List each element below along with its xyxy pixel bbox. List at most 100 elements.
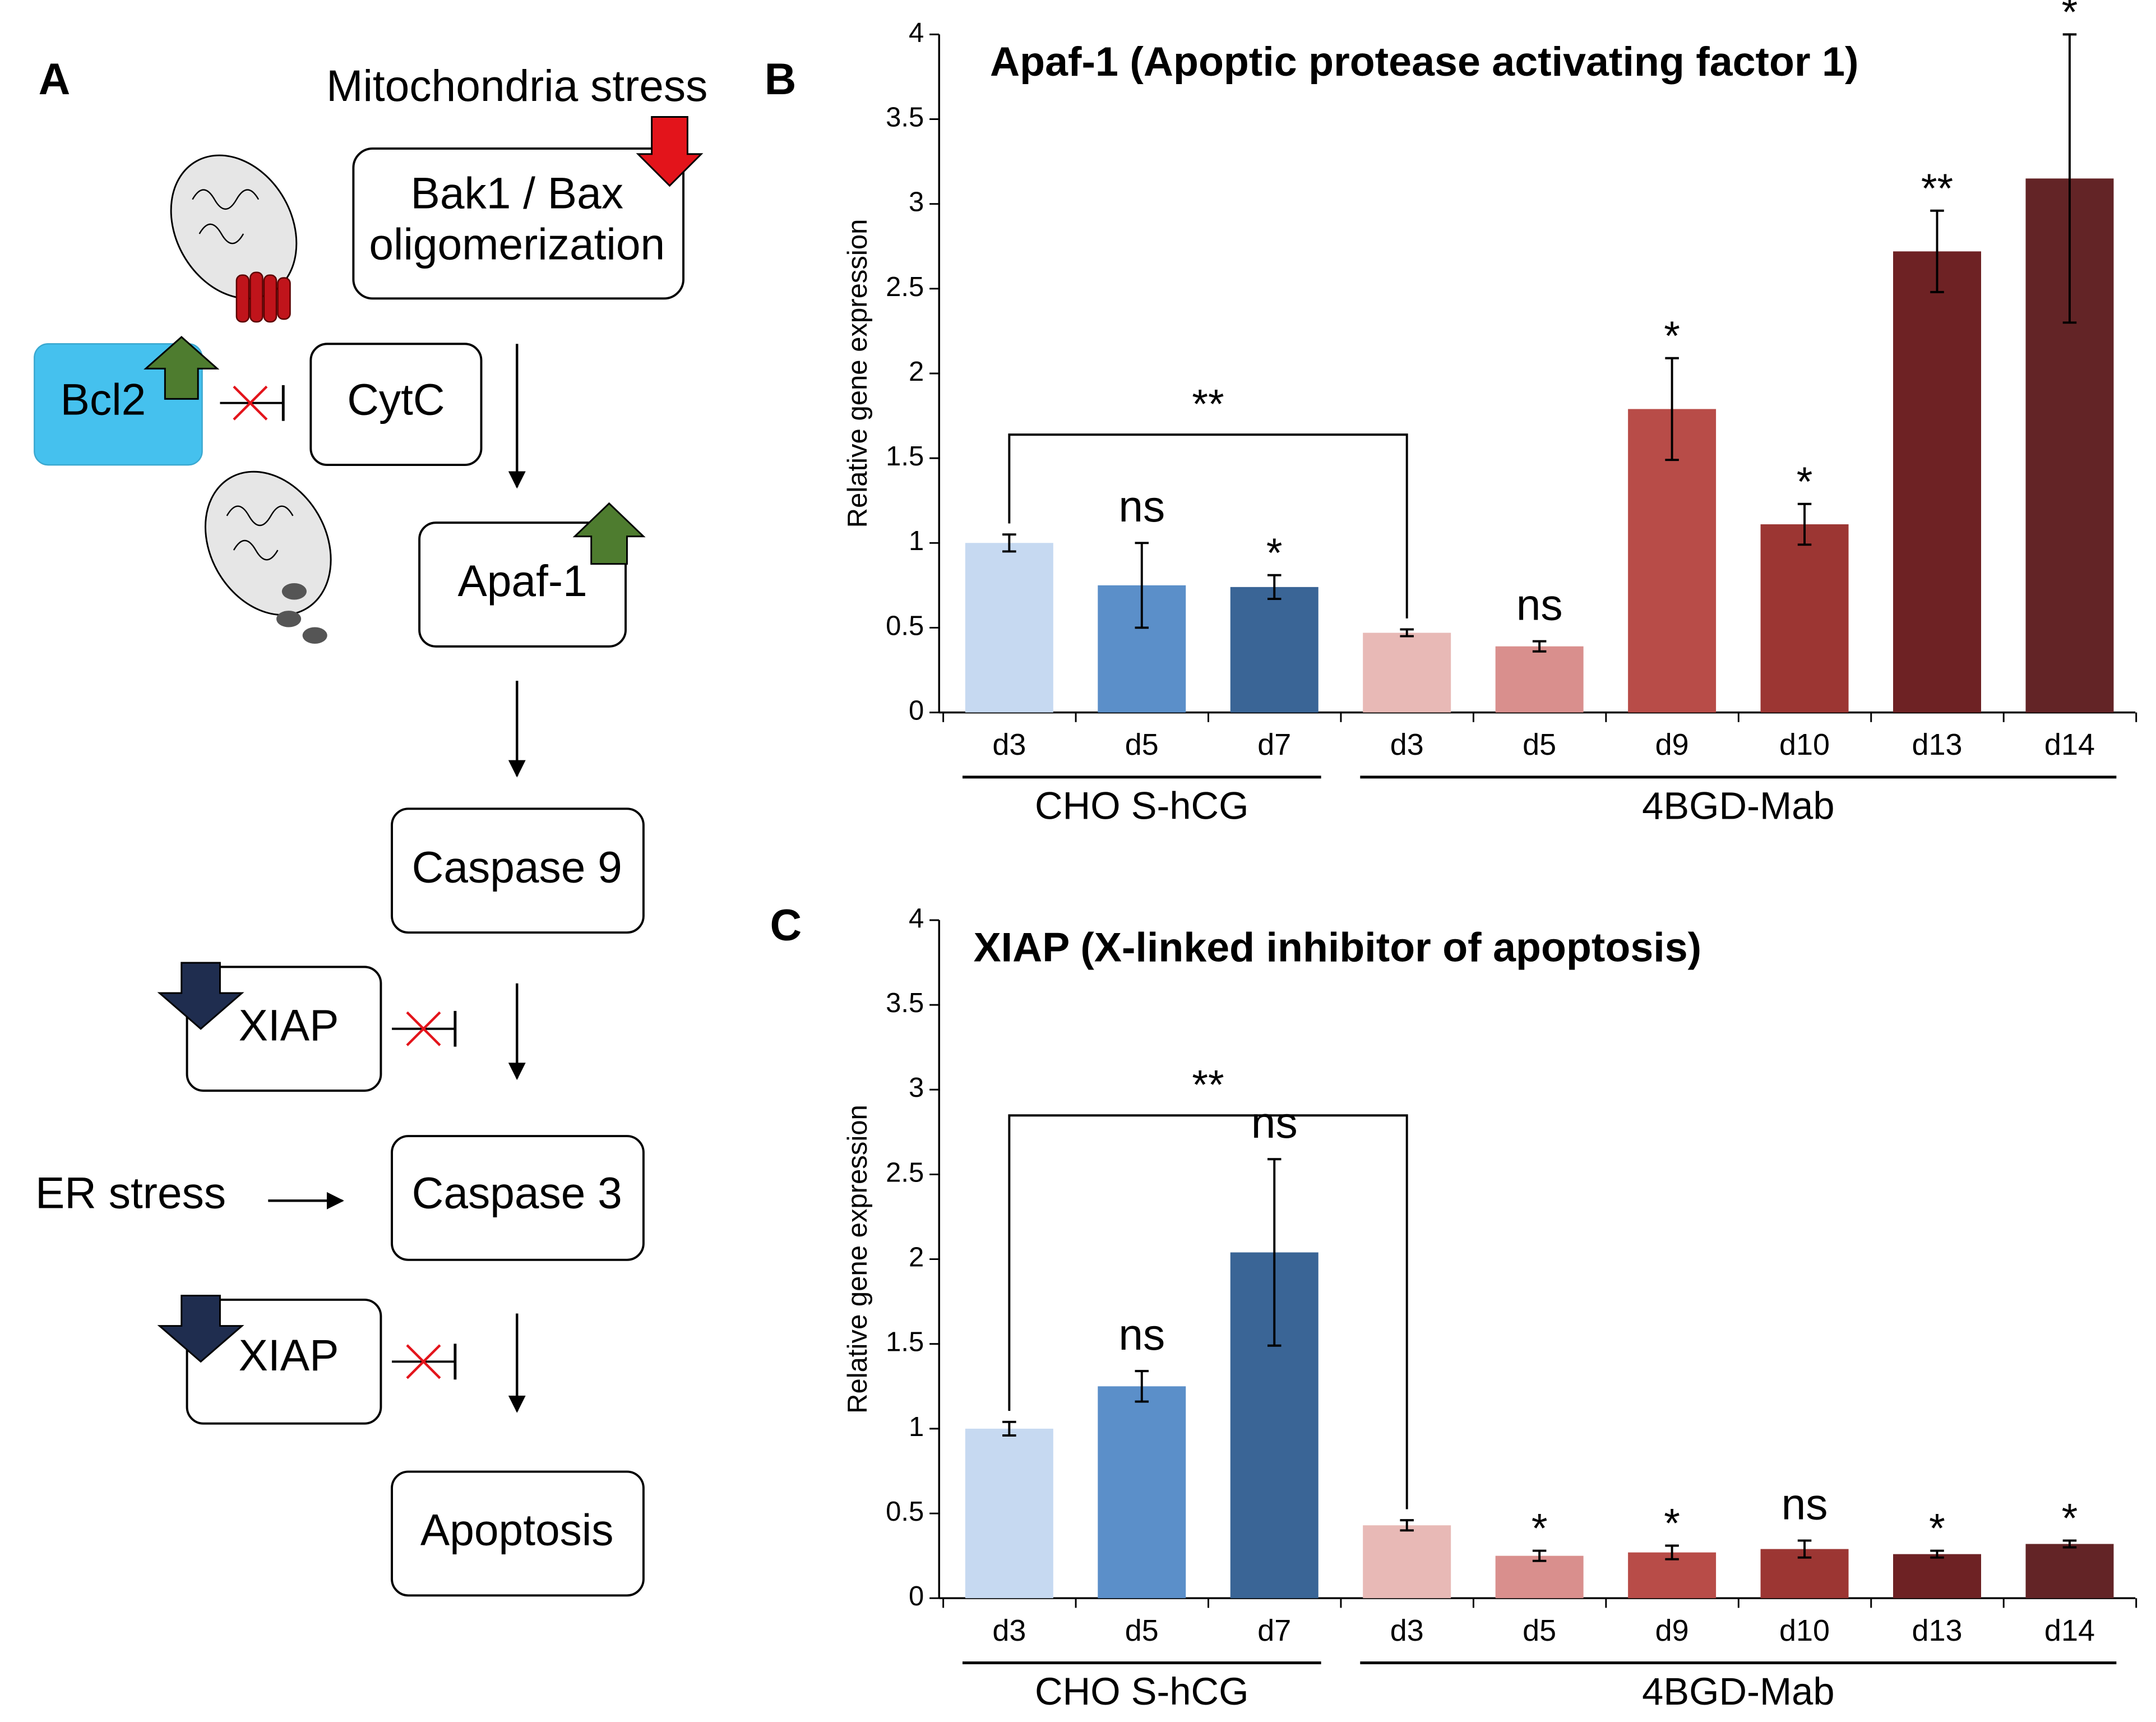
y-tick-label: 4 [909,903,924,934]
group-label: 4BGD-Mab [1642,1670,1834,1713]
significance-label: * [1664,312,1680,359]
release-icon [276,583,327,644]
significance-label: ns [1118,1310,1165,1359]
chart-title: XIAP (X-linked inhibitor of apoptosis) [974,924,1702,970]
x-tick-label: d3 [992,728,1026,761]
error-bar [1532,1549,1547,1562]
bar [1760,524,1849,713]
y-tick-label: 3.5 [886,102,924,132]
node-label: XIAP [239,1000,339,1050]
error-bar [2062,1539,2077,1549]
node-label: Apoptosis [420,1506,614,1555]
bar [1363,633,1451,713]
y-axis-label: Relative gene expression [843,219,873,528]
channel-icon [235,271,291,323]
group-label: CHO S-hCG [1035,1670,1248,1713]
x-tick-label: d9 [1655,728,1689,761]
node-label: Apaf-1 [457,556,587,606]
error-bar [1002,533,1016,553]
node-label: ER stress [35,1169,226,1218]
y-tick-label: 0 [909,1581,924,1612]
cross [406,1011,441,1046]
cross [406,1344,441,1379]
x-tick-label: d14 [2044,1614,2095,1647]
x-tick-label: d10 [1779,728,1830,761]
x-tick-label: d3 [1390,1614,1424,1647]
down-arrow [636,116,704,187]
error-bar [1267,574,1281,601]
x-tick-label: d5 [1125,728,1159,761]
error-bar [1930,209,1944,293]
x-tick-label: d5 [1125,1614,1159,1647]
x-tick-label: d7 [1257,1614,1291,1647]
bar [1495,1555,1584,1599]
y-tick-label: 1 [909,526,924,556]
node-label: Caspase 9 [412,842,622,892]
y-tick-label: 1.5 [886,441,924,472]
up-arrow [572,502,646,565]
significance-label: ns [1516,580,1563,629]
x-tick-label: d13 [1912,1614,1962,1647]
bar [965,543,1053,713]
node-label: XIAP [239,1331,339,1380]
bar [2025,1544,2114,1599]
y-tick-label: 2.5 [886,1157,924,1188]
y-tick-label: 4 [909,17,924,48]
error-bar [1400,1519,1414,1532]
node-label: Bcl2 [61,375,146,424]
y-tick-label: 2.5 [886,272,924,302]
mitochondrion-icon [204,470,332,616]
node-box [391,807,645,934]
significance-label: * [1929,1505,1945,1552]
bar [1230,587,1318,713]
y-tick-label: 1.5 [886,1327,924,1358]
y-tick-label: 0.5 [886,1497,924,1527]
x-tick-label: d7 [1257,728,1291,761]
y-tick-label: 2 [909,357,924,387]
down-arrow [157,962,244,1030]
bracket-label: ** [1192,1061,1224,1108]
node-box [391,1470,645,1597]
bar [965,1428,1053,1599]
node-label: Mitochondria stress [326,61,707,110]
down-arrow [157,1295,244,1363]
bar [1363,1525,1451,1599]
significance-label: ns [1782,1479,1828,1529]
error-bar [1002,1420,1016,1437]
significance-label: ** [1921,165,1953,211]
y-tick-label: 3 [909,187,924,218]
y-tick-label: 3.5 [886,988,924,1018]
node-box [34,343,203,466]
up-arrow [144,336,220,400]
mitochondrion-icon [226,505,294,561]
node-box [418,521,627,648]
pathway-diagram: Mitochondria stress Bak1 / Bax oligomeri… [34,61,707,1597]
x-tick-label: d14 [2044,728,2095,761]
error-bar [1400,628,1414,638]
node-box [391,1135,645,1261]
bar [1098,1386,1186,1599]
comparison-bracket [1008,1114,1408,1509]
significance-label: ns [1251,1098,1298,1147]
node-box [309,343,483,467]
panel-label: B [765,54,797,104]
y-tick-label: 1 [909,1412,924,1442]
bar [1495,646,1584,713]
y-axis-label: Relative gene expression [843,1105,873,1414]
x-tick-label: d3 [992,1614,1026,1647]
y-tick-label: 0.5 [886,611,924,641]
x-tick-label: d9 [1655,1614,1689,1647]
error-bar [1135,542,1149,629]
y-tick-label: 3 [909,1073,924,1103]
node-box [352,147,685,300]
error-bar [2062,33,2077,324]
group-label: 4BGD-Mab [1642,784,1834,827]
error-bar [1930,1549,1944,1559]
error-bar [1665,357,1679,461]
y-tick-label: 2 [909,1243,924,1273]
x-tick-label: d5 [1523,1614,1556,1647]
x-tick-label: d13 [1912,728,1962,761]
x-tick-label: d5 [1523,728,1556,761]
chart-title: Apaf-1 (Apoptic protease activating fact… [990,38,1858,85]
